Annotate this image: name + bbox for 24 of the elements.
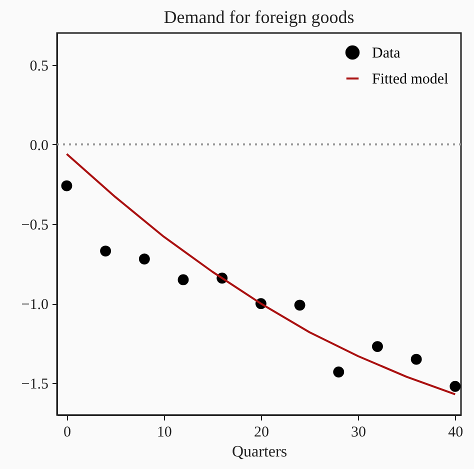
legend-label: Data <box>372 46 401 62</box>
point <box>450 380 461 392</box>
point <box>294 300 306 311</box>
y-tick-label: −1.5 <box>21 376 48 393</box>
x-tick-label: 40 <box>448 424 464 440</box>
legend-label: Fitted model <box>372 72 448 88</box>
x-tick-label: 10 <box>156 424 172 440</box>
point <box>333 366 344 378</box>
point <box>100 246 112 257</box>
x-axis-title: Quarters <box>232 444 288 460</box>
point <box>138 254 150 264</box>
point <box>372 341 383 352</box>
x-tick-label: 20 <box>254 424 269 440</box>
y-tick-label: −0.5 <box>21 218 48 234</box>
y-tick-label: 0.0 <box>30 138 48 154</box>
y-tick-label: −1.0 <box>21 297 48 314</box>
y-tick-label: 0.5 <box>30 58 48 74</box>
x-tick-label: 30 <box>351 424 366 440</box>
point <box>410 354 422 365</box>
point <box>178 274 189 286</box>
point <box>61 180 72 192</box>
line-series <box>66 152 456 396</box>
chart-title: Demand for foreign goods <box>164 7 354 27</box>
x-tick-label: 0 <box>63 424 71 440</box>
